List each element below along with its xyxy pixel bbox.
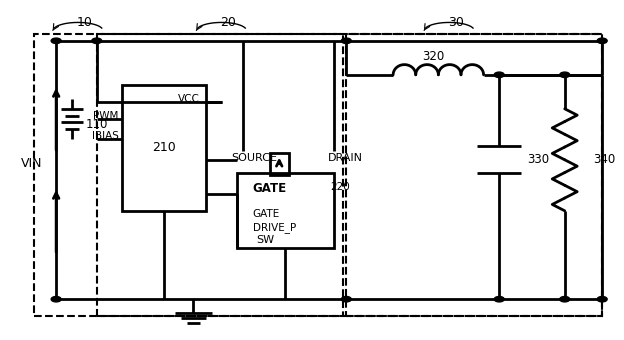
Circle shape — [51, 38, 61, 44]
Text: 320: 320 — [422, 50, 445, 63]
Circle shape — [560, 72, 570, 78]
Bar — [237, 173, 334, 248]
Text: 330: 330 — [527, 153, 549, 166]
Bar — [97, 34, 343, 316]
Bar — [270, 153, 288, 175]
Text: 210: 210 — [152, 141, 176, 154]
Text: GATE
DRIVE_P: GATE DRIVE_P — [253, 209, 296, 233]
Text: 20: 20 — [220, 16, 236, 29]
Bar — [346, 34, 602, 316]
Text: SW: SW — [256, 235, 274, 245]
Text: 30: 30 — [447, 16, 464, 29]
Circle shape — [597, 296, 607, 302]
Text: GATE: GATE — [253, 182, 287, 195]
Text: VCC: VCC — [178, 94, 200, 104]
Text: 10: 10 — [76, 16, 92, 29]
Circle shape — [560, 296, 570, 302]
Text: IBIAS: IBIAS — [92, 131, 119, 141]
Circle shape — [341, 296, 351, 302]
Text: 110: 110 — [86, 118, 109, 131]
Text: DRAIN: DRAIN — [328, 153, 363, 163]
Circle shape — [92, 38, 102, 44]
Text: VIN: VIN — [21, 157, 42, 170]
Bar — [122, 85, 206, 211]
Text: 340: 340 — [593, 153, 615, 166]
Circle shape — [341, 38, 351, 44]
Circle shape — [494, 296, 504, 302]
Circle shape — [51, 296, 61, 302]
Bar — [34, 34, 602, 316]
Circle shape — [597, 38, 607, 44]
Text: PWM: PWM — [93, 110, 119, 121]
Text: SOURCE: SOURCE — [231, 153, 277, 163]
Circle shape — [494, 72, 504, 78]
Text: 220: 220 — [331, 182, 351, 192]
